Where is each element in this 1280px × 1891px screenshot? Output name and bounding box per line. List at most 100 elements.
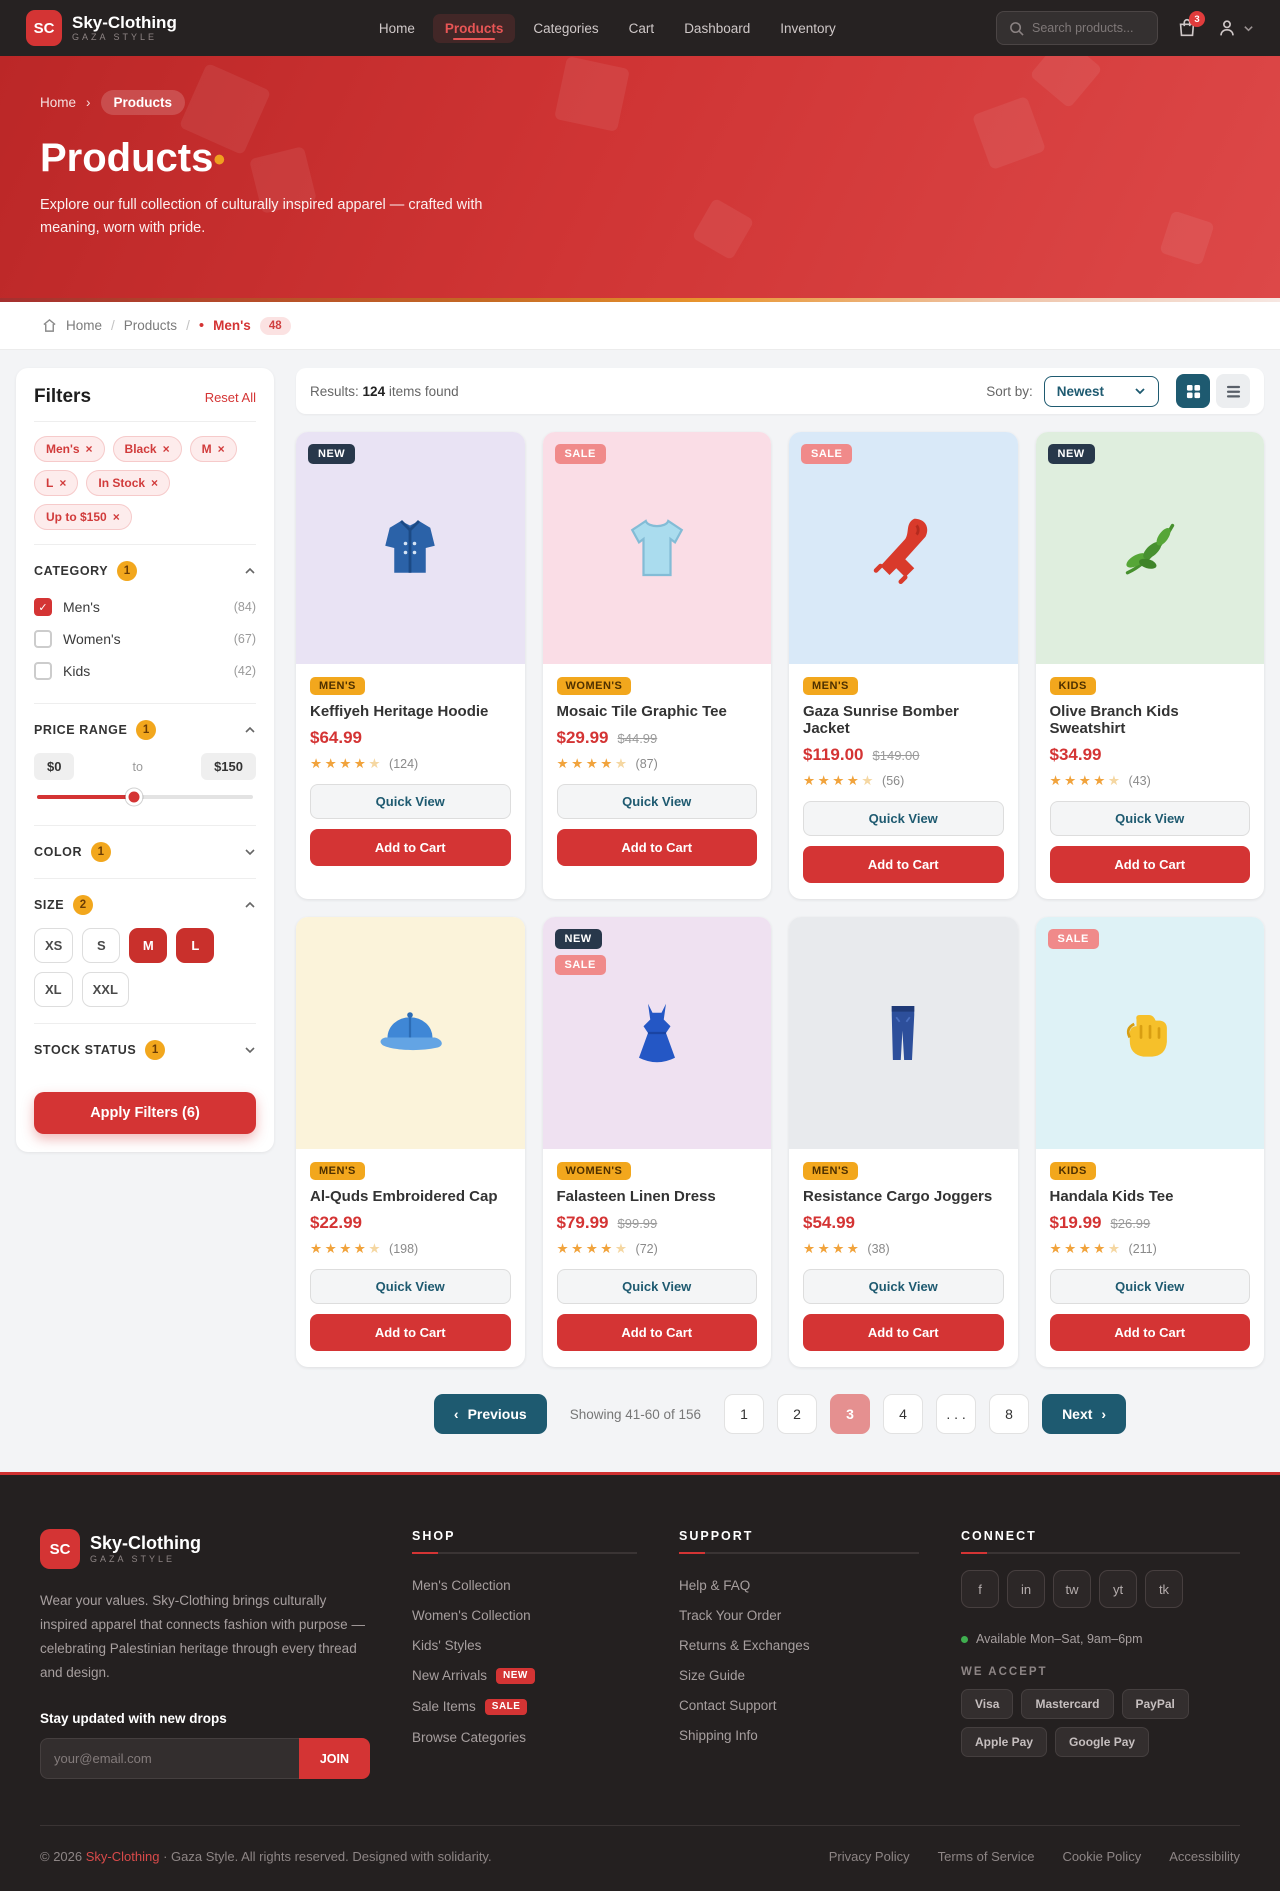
- stock-status-header[interactable]: STOCK STATUS 1: [34, 1040, 256, 1060]
- checkbox[interactable]: [34, 630, 52, 648]
- quick-view-button[interactable]: Quick View: [803, 801, 1004, 836]
- page-number-button[interactable]: 2: [777, 1394, 818, 1434]
- close-icon[interactable]: ×: [162, 442, 170, 456]
- close-icon[interactable]: ×: [151, 476, 159, 490]
- size-option[interactable]: S: [82, 928, 121, 963]
- add-to-cart-button[interactable]: Add to Cart: [310, 1314, 511, 1351]
- page-number-button[interactable]: 8: [989, 1394, 1030, 1434]
- footer-link[interactable]: Returns & Exchanges: [679, 1637, 810, 1653]
- page-number-button[interactable]: . . .: [936, 1394, 977, 1434]
- page-number-button[interactable]: 1: [724, 1394, 765, 1434]
- add-to-cart-button[interactable]: Add to Cart: [1049, 1314, 1250, 1351]
- price-range-header[interactable]: PRICE RANGE 1: [34, 720, 256, 740]
- quick-view-button[interactable]: Quick View: [803, 1269, 1004, 1304]
- footer-link[interactable]: Browse Categories: [412, 1729, 527, 1745]
- quick-view-button[interactable]: Quick View: [310, 784, 511, 819]
- user-menu[interactable]: [1216, 17, 1254, 39]
- checkbox[interactable]: ✓: [34, 598, 52, 616]
- add-to-cart-button[interactable]: Add to Cart: [803, 846, 1004, 883]
- quick-view-button[interactable]: Quick View: [556, 1269, 757, 1304]
- apply-filters-button[interactable]: Apply Filters (6): [34, 1092, 256, 1134]
- nav-link[interactable]: Dashboard: [684, 20, 751, 36]
- size-option[interactable]: XXL: [81, 972, 129, 1007]
- page-number-button[interactable]: 4: [883, 1394, 924, 1434]
- nav-link[interactable]: Categories: [533, 20, 599, 36]
- breadcrumb-products[interactable]: Products: [123, 318, 178, 333]
- newsletter-join-button[interactable]: JOIN: [298, 1738, 370, 1780]
- filter-chip[interactable]: Up to $150 ×: [34, 504, 132, 530]
- add-to-cart-button[interactable]: Add to Cart: [556, 829, 757, 866]
- close-icon[interactable]: ×: [217, 442, 225, 456]
- price-min-value[interactable]: $0: [34, 753, 75, 780]
- size-section-header[interactable]: SIZE 2: [34, 895, 256, 915]
- footer-legal-link[interactable]: Cookie Policy: [1062, 1849, 1142, 1865]
- breadcrumb-home[interactable]: Home: [66, 318, 103, 333]
- category-option[interactable]: ✓ Men's (84): [34, 591, 256, 623]
- close-icon[interactable]: ×: [59, 476, 67, 490]
- size-option[interactable]: M: [129, 928, 168, 963]
- add-to-cart-button[interactable]: Add to Cart: [803, 1314, 1004, 1351]
- price-slider[interactable]: [37, 788, 253, 806]
- social-button[interactable]: in: [1007, 1570, 1045, 1608]
- footer-link[interactable]: Kids' Styles: [412, 1637, 482, 1653]
- brand[interactable]: SC Sky-Clothing GAZA STYLE: [26, 10, 177, 46]
- color-section-header[interactable]: COLOR 1: [34, 842, 256, 862]
- footer-link[interactable]: Men's Collection: [412, 1577, 511, 1593]
- filter-chip[interactable]: M ×: [189, 436, 237, 462]
- quick-view-button[interactable]: Quick View: [556, 784, 757, 819]
- size-option[interactable]: L: [176, 928, 215, 963]
- quick-view-button[interactable]: Quick View: [1049, 801, 1250, 836]
- hero-breadcrumb-home[interactable]: Home: [40, 95, 77, 110]
- newsletter-email-input[interactable]: [40, 1738, 299, 1780]
- close-icon[interactable]: ×: [85, 442, 93, 456]
- size-option[interactable]: XS: [34, 928, 74, 963]
- footer-link[interactable]: Size Guide: [679, 1667, 746, 1683]
- nav-link[interactable]: Inventory: [780, 20, 836, 36]
- sort-dropdown[interactable]: Newest: [1043, 375, 1159, 407]
- footer-link[interactable]: Track Your Order: [679, 1607, 782, 1623]
- social-button[interactable]: tk: [1145, 1570, 1183, 1608]
- filter-chip[interactable]: L ×: [34, 470, 79, 496]
- next-page-button[interactable]: Next ›: [1042, 1394, 1127, 1434]
- close-icon[interactable]: ×: [112, 510, 120, 524]
- add-to-cart-button[interactable]: Add to Cart: [556, 1314, 757, 1351]
- footer-link[interactable]: Sale Items SALE: [412, 1691, 637, 1722]
- nav-link[interactable]: Products: [432, 13, 516, 43]
- footer-legal-link[interactable]: Terms of Service: [937, 1849, 1035, 1865]
- search-box[interactable]: [996, 11, 1158, 45]
- footer-legal-link[interactable]: Accessibility: [1169, 1849, 1240, 1865]
- page-number-button[interactable]: 3: [830, 1394, 871, 1434]
- category-option[interactable]: Women's (67): [34, 623, 256, 655]
- footer-link[interactable]: New Arrivals NEW: [412, 1660, 637, 1691]
- filter-chip[interactable]: Black ×: [112, 436, 182, 462]
- category-option[interactable]: Kids (42): [34, 655, 256, 687]
- cart-button[interactable]: 3: [1176, 11, 1205, 39]
- footer-link[interactable]: Help & FAQ: [679, 1577, 751, 1593]
- size-option[interactable]: XL: [34, 972, 73, 1007]
- social-button[interactable]: tw: [1053, 1570, 1091, 1608]
- price-max-value[interactable]: $150: [201, 753, 256, 780]
- nav-link[interactable]: Cart: [628, 20, 655, 36]
- price-slider-thumb[interactable]: [125, 788, 143, 806]
- nav-link[interactable]: Home: [378, 20, 415, 36]
- reset-all-link[interactable]: Reset All: [204, 389, 256, 405]
- category-section-header[interactable]: CATEGORY 1: [34, 561, 256, 581]
- search-input[interactable]: [1032, 21, 1142, 35]
- filter-chip[interactable]: Men's ×: [34, 436, 105, 462]
- add-to-cart-button[interactable]: Add to Cart: [1049, 846, 1250, 883]
- social-button[interactable]: yt: [1099, 1570, 1137, 1608]
- quick-view-button[interactable]: Quick View: [310, 1269, 511, 1304]
- filter-chip[interactable]: In Stock ×: [86, 470, 171, 496]
- footer-link[interactable]: Contact Support: [679, 1697, 777, 1713]
- checkbox[interactable]: [34, 662, 52, 680]
- list-view-button[interactable]: [1216, 374, 1250, 408]
- footer-link[interactable]: Shipping Info: [679, 1727, 758, 1743]
- add-to-cart-button[interactable]: Add to Cart: [310, 829, 511, 866]
- footer-link[interactable]: Women's Collection: [412, 1607, 531, 1623]
- footer-legal-link[interactable]: Privacy Policy: [828, 1849, 910, 1865]
- copyright-brand[interactable]: Sky-Clothing: [85, 1849, 160, 1865]
- quick-view-button[interactable]: Quick View: [1049, 1269, 1250, 1304]
- grid-view-button[interactable]: [1176, 374, 1210, 408]
- social-button[interactable]: f: [961, 1570, 999, 1608]
- previous-page-button[interactable]: ‹ Previous: [433, 1394, 547, 1434]
